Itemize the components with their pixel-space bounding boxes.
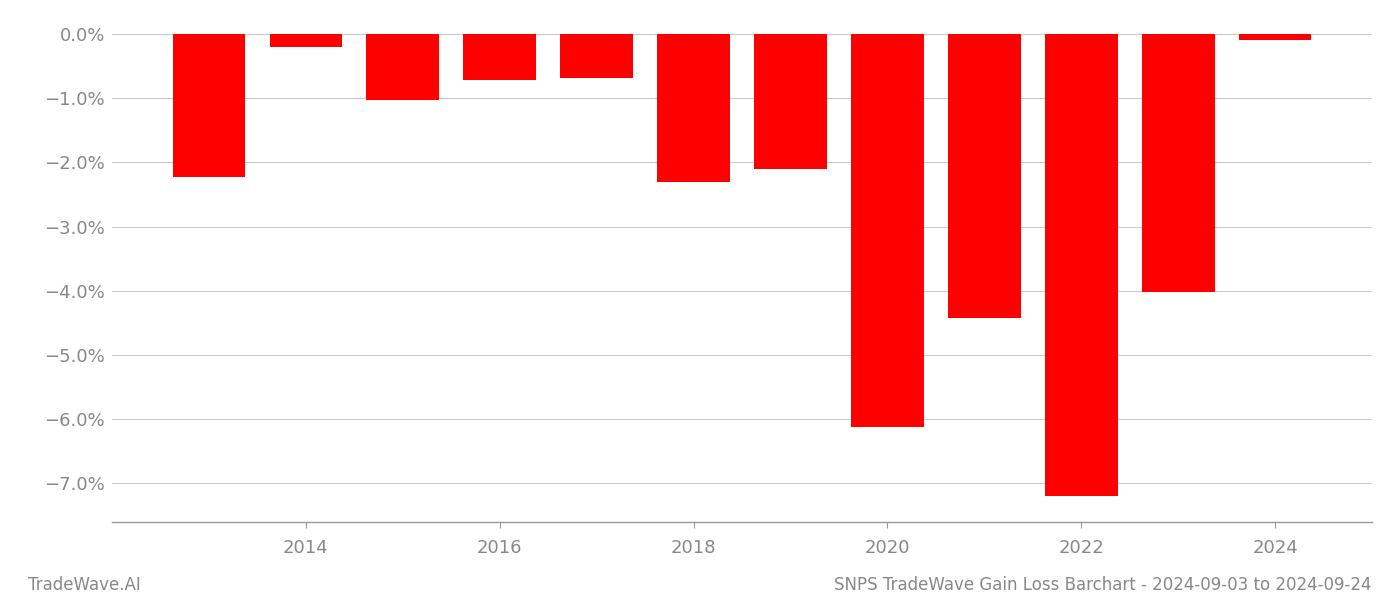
Bar xyxy=(657,34,729,182)
Bar xyxy=(1044,34,1117,496)
Bar xyxy=(463,34,536,80)
Bar xyxy=(851,34,924,427)
Bar xyxy=(560,34,633,78)
Bar xyxy=(755,34,827,169)
Text: TradeWave.AI: TradeWave.AI xyxy=(28,576,141,594)
Bar xyxy=(948,34,1021,318)
Text: SNPS TradeWave Gain Loss Barchart - 2024-09-03 to 2024-09-24: SNPS TradeWave Gain Loss Barchart - 2024… xyxy=(834,576,1372,594)
Bar xyxy=(172,34,245,176)
Bar xyxy=(1239,34,1312,40)
Bar xyxy=(367,34,440,100)
Bar xyxy=(1142,34,1215,292)
Bar xyxy=(269,34,342,47)
